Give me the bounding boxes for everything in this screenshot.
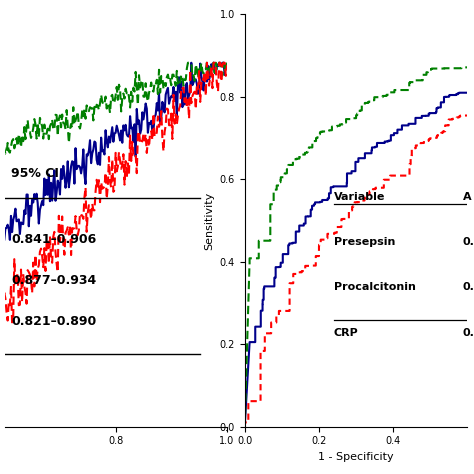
Text: 0.821–0.890: 0.821–0.890 bbox=[11, 315, 97, 328]
Y-axis label: Sensitivity: Sensitivity bbox=[204, 191, 214, 249]
Text: 0.: 0. bbox=[463, 283, 474, 292]
Text: A: A bbox=[463, 191, 471, 201]
Text: 0.841–0.906: 0.841–0.906 bbox=[11, 233, 97, 246]
Text: 95% CI: 95% CI bbox=[11, 167, 59, 180]
Text: Presepsin: Presepsin bbox=[334, 237, 395, 247]
Text: Variable: Variable bbox=[334, 191, 385, 201]
X-axis label: 1 - Specificity: 1 - Specificity bbox=[318, 452, 393, 462]
Text: 0.: 0. bbox=[463, 237, 474, 247]
Text: 0.: 0. bbox=[463, 328, 474, 337]
Text: CRP: CRP bbox=[334, 328, 358, 337]
Text: Procalcitonin: Procalcitonin bbox=[334, 283, 415, 292]
Text: 0.877–0.934: 0.877–0.934 bbox=[11, 274, 97, 287]
Legend: Presepsin, Procalcitonin, CRP: Presepsin, Procalcitonin, CRP bbox=[338, 24, 454, 84]
